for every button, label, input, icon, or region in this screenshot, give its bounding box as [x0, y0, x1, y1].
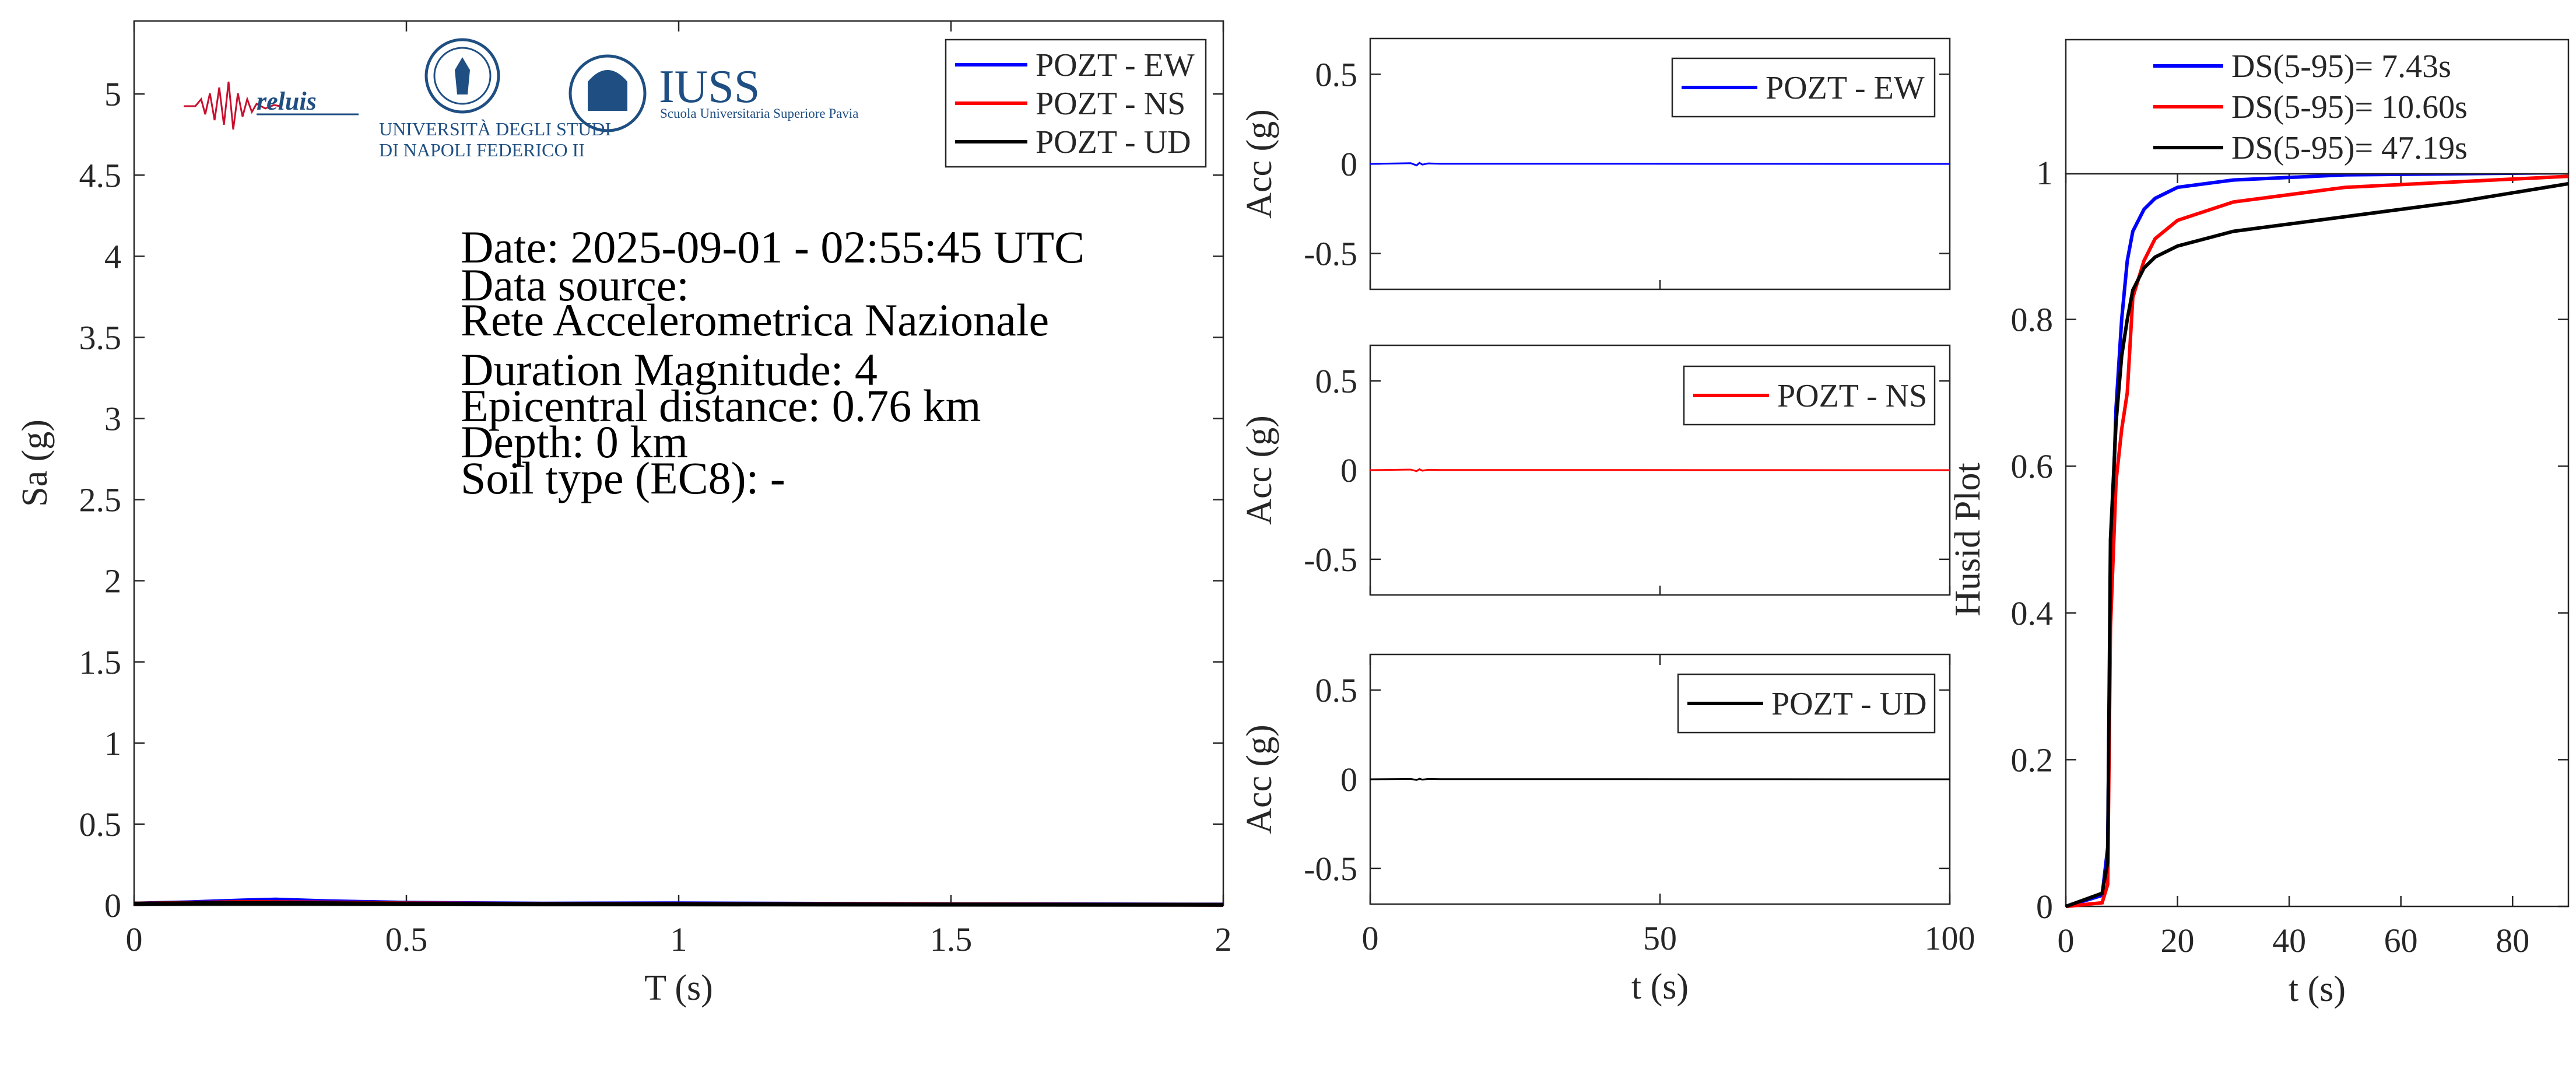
husid-xtick-label: 40 — [2272, 922, 2306, 960]
husid-xtick-label: 60 — [2384, 922, 2418, 960]
husid-ytick-label: 0.2 — [2011, 741, 2054, 779]
spectra-ytick-label: 1 — [104, 724, 121, 762]
unina-seal-icon — [424, 38, 500, 114]
spectra-xtick-label: 1.5 — [930, 920, 973, 958]
acceleration-ud-chart: 0 50 100-0.500.5t (s)Acc (g)POZT - UD — [1240, 653, 1975, 1007]
info-depth: Depth: 0 km — [461, 416, 688, 467]
unina-seal-inner — [433, 47, 492, 105]
spectra-xaxis-label: T (s) — [644, 968, 713, 1008]
spectra-ytick-label: 4 — [104, 237, 121, 275]
unina-seal-figure — [455, 57, 470, 94]
acceleration-ew-chart: -0.5 0 0.5 Acc (g) POZT - EW — [1240, 37, 1951, 290]
spectra-yaxis-label: Sa (g) — [15, 419, 55, 507]
event-info: Date: 2025-09-01 - 02:55:45 UTC Data sou… — [461, 222, 1085, 503]
info-soil: Soil type (EC8): - — [461, 453, 785, 503]
spectra-ytick-label: 4.5 — [79, 156, 122, 194]
response-spectrum-chart: 0 0.5 1 1.5 2 0 0.5 1 1.5 2 2.5 3 3.5 4 4.5 5 T (s) Sa (g… — [15, 20, 1232, 1008]
spectra-ytick-label: 2.5 — [79, 481, 122, 519]
acc-ew-ytick-label: 0 — [1340, 145, 1357, 183]
husid-legend-box — [2065, 38, 2570, 175]
unina-name-line1: UNIVERSITÀ DEGLI STUDI — [379, 118, 611, 139]
acc-ew-legend-label-1: POZT - EW — [1766, 70, 1925, 106]
reluis-wordmark: reluis — [257, 87, 317, 115]
acc-ud-ytick-label: 0.5 — [1315, 671, 1358, 709]
husid-ytick-label: 0.8 — [2011, 301, 2054, 339]
acc-ns-legend-label-1: POZT - NS — [1777, 378, 1927, 414]
husid-series-line-2 — [2065, 174, 2569, 908]
spectra-xtick-label: 1 — [671, 920, 687, 958]
husid-ytick-label: 0.6 — [2011, 447, 2054, 485]
acc-ud-series-line-1 — [1370, 778, 1950, 781]
spectra-legend-label-3: POZT - UD — [1036, 124, 1191, 160]
info-source: Rete Accelerometrica Nazionale — [461, 295, 1049, 345]
husid-ytick-label: 0 — [2036, 888, 2053, 926]
iuss-emblem-dome — [588, 70, 627, 82]
unina-logo: UNIVERSITÀ DEGLI STUDI DI NAPOLI FEDERIC… — [379, 38, 611, 160]
info-source-label: Data source: — [461, 260, 689, 310]
acc-ud-xaxis-label: t (s) — [1631, 967, 1689, 1007]
spectra-ytick-label: 5 — [104, 75, 121, 113]
spectra-xtick-label: 0.5 — [385, 920, 428, 958]
spectra-ytick-label: 1.5 — [79, 643, 122, 681]
husid-axes-frame — [2065, 171, 2570, 908]
spectra-legend-label-1: POZT - EW — [1036, 47, 1195, 83]
iuss-emblem-building — [588, 82, 627, 111]
acc-ud-xtick-label: 100 — [1925, 919, 1975, 957]
reluis-logo: reluis — [184, 81, 359, 130]
husid-yaxis-label: Husid Plot — [1948, 463, 1988, 617]
acc-ns-ytick-label: 0.5 — [1315, 362, 1358, 400]
husid-series-line-3 — [2065, 181, 2569, 908]
spectra-ytick-label: 3 — [104, 400, 121, 438]
husid-xaxis-label: t (s) — [2289, 969, 2346, 1009]
husid-ytick-label: 0.4 — [2011, 594, 2054, 632]
acc-ns-series-line-1 — [1370, 468, 1950, 472]
iuss-emblem-icon — [568, 54, 647, 132]
acc-ud-xtick-label: 50 — [1643, 919, 1677, 957]
husid-legend-label-2: DS(5-95)= 10.60s — [2231, 89, 2468, 125]
acc-ns-ytick-label: -0.5 — [1304, 541, 1357, 579]
spectra-xtick-label: 2 — [1215, 920, 1232, 958]
acc-ud-ytick-label: -0.5 — [1304, 850, 1357, 888]
acc-ud-legend-label-1: POZT - UD — [1771, 686, 1927, 722]
reluis-seismogram-icon — [184, 81, 280, 130]
acc-ns-ytick-label: 0 — [1340, 451, 1357, 489]
spectra-xtick-label: 0 — [126, 920, 143, 958]
acceleration-ns-chart: -0.5 0 0.5 Acc (g) POZT - NS — [1240, 344, 1951, 596]
husid-xtick-label: 20 — [2161, 922, 2195, 960]
iuss-logo: IUSS Scuola Universitaria Superiore Pavi… — [568, 54, 858, 132]
spectra-ytick-label: 0 — [104, 887, 121, 925]
husid-series-line-1 — [2065, 171, 2569, 908]
info-distance: Epicentral distance: 0.76 km — [461, 380, 981, 431]
spectra-series-line-3 — [134, 901, 1224, 907]
acc-ew-yaxis-label: Acc (g) — [1240, 109, 1279, 219]
info-date: Date: 2025-09-01 - 02:55:45 UTC — [461, 222, 1085, 272]
spectra-legend-label-2: POZT - NS — [1036, 86, 1185, 122]
husid-legend-label-3: DS(5-95)= 47.19s — [2231, 130, 2468, 166]
husid-xtick-label: 80 — [2496, 922, 2529, 960]
info-magnitude: Duration Magnitude: 4 — [461, 344, 878, 395]
acc-ew-ytick-label: 0.5 — [1315, 55, 1358, 93]
acc-ew-ytick-label: -0.5 — [1304, 235, 1357, 273]
acc-ew-series-line-1 — [1370, 162, 1950, 167]
acc-ud-ytick-label: 0 — [1340, 761, 1357, 799]
husid-ytick-label: 1 — [2036, 154, 2053, 192]
spectra-ytick-label: 0.5 — [79, 806, 122, 843]
husid-chart: 0 20 40 60 80 0 0.2 0.4 0.6 0.8 1 t (s) Husid Plot DS… — [1948, 38, 2570, 1009]
acc-ns-yaxis-label: Acc (g) — [1240, 415, 1279, 525]
husid-legend-label-1: DS(5-95)= 7.43s — [2231, 48, 2451, 85]
iuss-subtitle: Scuola Universitaria Superiore Pavia — [660, 106, 858, 121]
spectra-ytick-label: 3.5 — [79, 318, 122, 356]
acc-ud-yaxis-label: Acc (g) — [1240, 724, 1279, 834]
unina-name-line2: DI NAPOLI FEDERICO II — [379, 139, 585, 160]
iuss-title: IUSS — [659, 61, 760, 113]
acc-ud-xtick-label: 0 — [1362, 919, 1379, 957]
spectra-ytick-label: 2 — [104, 562, 121, 600]
husid-xtick-label: 0 — [2058, 922, 2075, 960]
